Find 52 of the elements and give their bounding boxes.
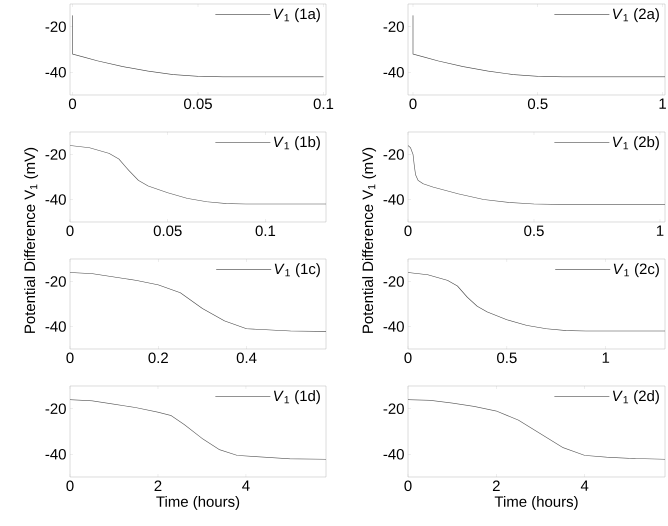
x-tick-label: 4 (242, 480, 250, 491)
y-tick-label: -40 (46, 448, 66, 460)
x-tick-label: 0 (68, 98, 76, 110)
legend-label: V$_{1}$ (2c) (614, 263, 659, 278)
y-tick-label: -20 (46, 403, 66, 414)
x-tick-label: 0 (66, 480, 74, 492)
x-tick-label: 0 (404, 226, 412, 236)
x-tick-label: 1 (659, 98, 666, 109)
x-tick-label: 4 (580, 480, 588, 491)
x-tick-label: 0.05 (154, 226, 182, 236)
x-tick-label: 2 (154, 480, 162, 491)
x-tick-label: 0 (404, 480, 412, 492)
y-tick-label: -40 (46, 321, 66, 332)
x-tick-label: 0.5 (497, 352, 517, 364)
y-tick-label: -40 (384, 448, 404, 460)
y-axis-title: Potential Difference V$_{1}$ (mV) (24, 148, 38, 333)
y-tick-label: -20 (384, 21, 404, 32)
y-tick-label: -20 (46, 149, 66, 160)
x-tick-label: 1 (602, 352, 610, 363)
x-tick-label: 0.05 (184, 98, 212, 110)
x-axis-title: Time (hours) (494, 496, 578, 510)
x-tick-label: 0 (404, 352, 412, 364)
y-tick-label: -20 (384, 149, 404, 160)
y-tick-label: -20 (384, 403, 404, 414)
x-tick-label: 0 (66, 352, 74, 364)
y-tick-label: -40 (384, 194, 404, 205)
legend-label: V$_{1}$ (1a) (274, 8, 320, 22)
x-tick-label: 1 (656, 226, 664, 236)
y-tick-label: -20 (46, 276, 66, 287)
x-tick-label: 0.5 (524, 226, 544, 236)
legend-label: V$_{1}$ (2d) (612, 390, 659, 404)
x-tick-label: 0 (66, 226, 74, 236)
x-tick-label: 0 (409, 98, 417, 110)
y-tick-label: -20 (384, 276, 404, 287)
legend-label: V$_{1}$ (2b) (612, 136, 659, 150)
y-axis-title: Potential Difference V$_{1}$ (mV) (362, 148, 376, 333)
legend-label: V$_{1}$ (1d) (274, 390, 320, 404)
x-tick-label: 0.5 (528, 98, 548, 110)
legend-label: V$_{1}$ (2a) (612, 8, 659, 22)
legend-label: V$_{1}$ (1b) (274, 136, 320, 150)
x-tick-label: 0.1 (256, 226, 276, 236)
y-tick-label: -40 (384, 321, 404, 332)
y-tick-label: -40 (46, 194, 66, 205)
y-tick-label: -20 (46, 21, 66, 32)
x-tick-label: 0.4 (236, 352, 256, 364)
legend-label: V$_{1}$ (1c) (274, 263, 320, 278)
x-tick-label: 2 (492, 480, 500, 491)
x-tick-label: 0.1 (314, 98, 334, 110)
y-tick-label: -40 (46, 66, 66, 78)
x-tick-label: 0.2 (148, 352, 168, 364)
x-axis-title: Time (hours) (156, 496, 240, 510)
y-tick-label: -40 (384, 66, 404, 78)
